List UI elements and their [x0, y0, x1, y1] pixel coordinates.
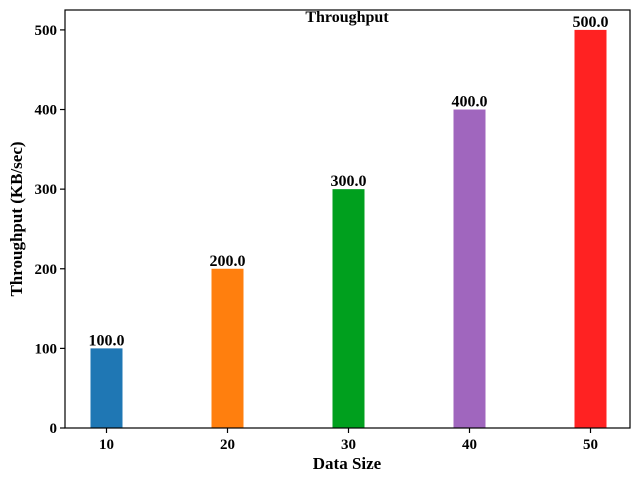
bar-50 — [574, 29, 607, 429]
x-tick-label-50: 50 — [583, 437, 598, 453]
x-axis-label: Data Size — [313, 454, 382, 473]
plot-frame — [64, 9, 631, 429]
data-label-20: 200.0 — [210, 253, 246, 270]
y-tick-label-300: 300 — [35, 182, 58, 198]
data-label-40: 400.0 — [452, 94, 488, 111]
bar-20 — [211, 268, 244, 428]
bar-40 — [453, 109, 486, 429]
bar-10 — [90, 348, 123, 428]
y-tick-label-400: 400 — [35, 103, 58, 119]
y-tick-label-500: 500 — [35, 23, 58, 39]
bars-group — [90, 29, 607, 429]
y-axis-label: Throughput (KB/sec) — [7, 141, 26, 296]
y-tick-label-200: 200 — [35, 262, 58, 278]
bar-30 — [332, 189, 365, 428]
data-label-10: 100.0 — [89, 332, 125, 349]
y-axis-ticks: 0 100 200 300 400 500 — [35, 23, 65, 437]
x-tick-label-10: 10 — [99, 437, 114, 453]
data-label-50: 500.0 — [573, 14, 609, 31]
y-tick-label-0: 0 — [50, 421, 58, 437]
x-tick-label-20: 20 — [220, 437, 235, 453]
data-label-30: 300.0 — [331, 173, 367, 190]
chart-title: Throughput — [305, 9, 389, 26]
x-axis-ticks: 10 20 30 40 50 — [99, 428, 598, 453]
y-tick-label-100: 100 — [35, 341, 58, 357]
data-labels-group: 100.0 200.0 300.0 400.0 500.0 — [89, 14, 609, 349]
x-tick-label-40: 40 — [462, 437, 477, 453]
x-tick-label-30: 30 — [341, 437, 356, 453]
